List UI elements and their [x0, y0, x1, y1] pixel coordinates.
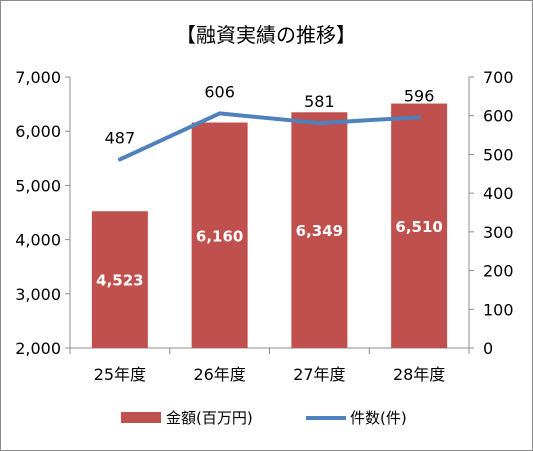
bar-data-label: 6,160 [196, 227, 243, 245]
line-data-label: 606 [204, 82, 235, 101]
bar-series: 4,523 6,160 6,349 6,510 [91, 103, 448, 348]
y-right-tick-label: 400 [483, 184, 514, 203]
y-left-tick-label: 3,000 [15, 285, 61, 304]
y-right-tick-label: 700 [483, 68, 514, 87]
y-right-tick-label: 0 [483, 339, 493, 358]
bar-27年度 [291, 112, 348, 348]
axes: 2,000 3,000 4,000 5,000 6,000 7,000 0 100 200 300… [15, 68, 513, 384]
line-data-label: 596 [404, 86, 435, 105]
x-category-label: 25年度 [94, 365, 146, 384]
legend-label-line: 件数(件) [350, 409, 407, 427]
bar-26年度 [191, 122, 248, 348]
line-data-label: 487 [105, 128, 136, 147]
line-path [117, 111, 422, 162]
line-data-label: 581 [304, 92, 335, 111]
legend: 金額(百万円) 件数(件) [121, 409, 407, 427]
y-left-tick-label: 5,000 [15, 176, 61, 195]
y-left-tick-label: 2,000 [15, 339, 61, 358]
bar-data-label: 6,510 [395, 218, 442, 236]
bar-data-label: 6,349 [296, 222, 343, 240]
y-right-tick-label: 500 [483, 145, 514, 164]
y-right-tick-label: 200 [483, 262, 514, 281]
y-left-tick-label: 4,000 [15, 231, 61, 250]
line-series: 487 606 581 596 [105, 82, 435, 162]
legend-swatch-bar [121, 412, 161, 423]
legend-label-bar: 金額(百万円) [166, 409, 253, 427]
bar-data-label: 4,523 [96, 272, 143, 290]
chart-title: 【融資実績の推移】 [176, 23, 356, 47]
y-left-tick-label: 7,000 [15, 68, 61, 87]
y-left-tick-label: 6,000 [15, 122, 61, 141]
y-right-tick-label: 300 [483, 223, 514, 242]
x-category-label: 26年度 [193, 365, 245, 384]
bar-28年度 [391, 103, 448, 348]
x-category-label: 28年度 [393, 365, 445, 384]
y-right-tick-label: 600 [483, 107, 514, 126]
bar-25年度 [91, 211, 148, 348]
x-category-label: 27年度 [293, 365, 345, 384]
y-right-tick-label: 100 [483, 300, 514, 319]
